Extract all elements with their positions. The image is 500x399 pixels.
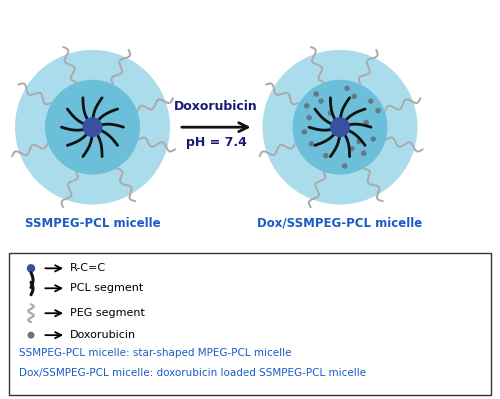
Circle shape	[318, 99, 324, 104]
Circle shape	[306, 115, 312, 120]
Circle shape	[28, 332, 34, 339]
Text: PEG segment: PEG segment	[70, 308, 145, 318]
FancyBboxPatch shape	[9, 253, 491, 395]
Circle shape	[309, 141, 314, 146]
Circle shape	[356, 138, 362, 144]
Circle shape	[292, 80, 388, 175]
Text: Doxorubicin: Doxorubicin	[174, 100, 258, 113]
Text: Dox/SSMPEG-PCL micelle: Dox/SSMPEG-PCL micelle	[258, 217, 422, 230]
Circle shape	[304, 103, 310, 109]
Circle shape	[344, 85, 350, 91]
Text: pH = 7.4: pH = 7.4	[186, 136, 246, 149]
Circle shape	[352, 94, 357, 99]
Circle shape	[364, 120, 369, 125]
Circle shape	[368, 99, 374, 104]
Circle shape	[314, 91, 319, 97]
Text: R-C=C: R-C=C	[70, 263, 106, 273]
Circle shape	[323, 153, 328, 158]
Text: Dox/SSMPEG-PCL micelle: doxorubicin loaded SSMPEG-PCL micelle: Dox/SSMPEG-PCL micelle: doxorubicin load…	[19, 368, 366, 378]
Circle shape	[45, 80, 140, 175]
Circle shape	[342, 163, 347, 169]
Text: Doxorubicin: Doxorubicin	[70, 330, 136, 340]
Text: PCL segment: PCL segment	[70, 283, 144, 293]
Circle shape	[27, 264, 35, 273]
Circle shape	[82, 117, 102, 137]
Text: SSMPEG-PCL micelle: SSMPEG-PCL micelle	[24, 217, 160, 230]
Circle shape	[349, 146, 354, 151]
Text: SSMPEG-PCL micelle: star-shaped MPEG-PCL micelle: SSMPEG-PCL micelle: star-shaped MPEG-PCL…	[19, 348, 291, 358]
Circle shape	[330, 117, 350, 137]
Circle shape	[262, 50, 418, 204]
Circle shape	[302, 129, 307, 135]
Circle shape	[328, 110, 333, 116]
Circle shape	[15, 50, 170, 204]
Circle shape	[361, 150, 366, 156]
Circle shape	[375, 108, 381, 113]
Circle shape	[370, 136, 376, 142]
